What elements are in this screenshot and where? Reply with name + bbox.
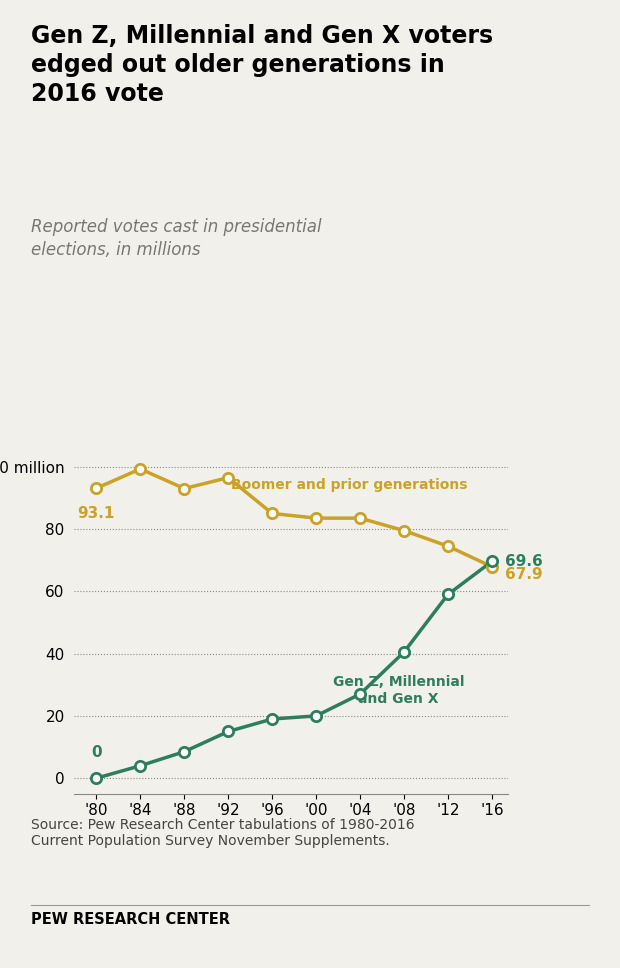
Text: Gen Z, Millennial
and Gen X: Gen Z, Millennial and Gen X <box>333 676 464 706</box>
Point <box>135 758 145 773</box>
Point <box>223 469 233 485</box>
Point <box>355 686 365 702</box>
Point <box>443 587 453 602</box>
Point <box>179 481 189 497</box>
Point <box>355 510 365 526</box>
Point <box>487 559 497 574</box>
Point <box>223 724 233 740</box>
Point <box>311 510 321 526</box>
Point <box>267 505 277 521</box>
Point <box>91 480 101 496</box>
Text: PEW RESEARCH CENTER: PEW RESEARCH CENTER <box>31 912 230 926</box>
Point <box>267 711 277 727</box>
Text: 69.6: 69.6 <box>505 554 543 569</box>
Text: Gen Z, Millennial and Gen X voters
edged out older generations in
2016 vote: Gen Z, Millennial and Gen X voters edged… <box>31 24 493 106</box>
Text: 93.1: 93.1 <box>78 505 115 521</box>
Point <box>179 744 189 760</box>
Point <box>311 709 321 724</box>
Text: Boomer and prior generations: Boomer and prior generations <box>231 477 467 492</box>
Point <box>399 523 409 538</box>
Text: 0: 0 <box>91 744 102 760</box>
Text: Reported votes cast in presidential
elections, in millions: Reported votes cast in presidential elec… <box>31 218 322 259</box>
Text: 67.9: 67.9 <box>505 566 542 582</box>
Text: Source: Pew Research Center tabulations of 1980-2016
Current Population Survey N: Source: Pew Research Center tabulations … <box>31 818 415 848</box>
Point <box>91 771 101 786</box>
Point <box>135 461 145 476</box>
Point <box>443 538 453 554</box>
Point <box>399 645 409 660</box>
Point <box>487 554 497 569</box>
